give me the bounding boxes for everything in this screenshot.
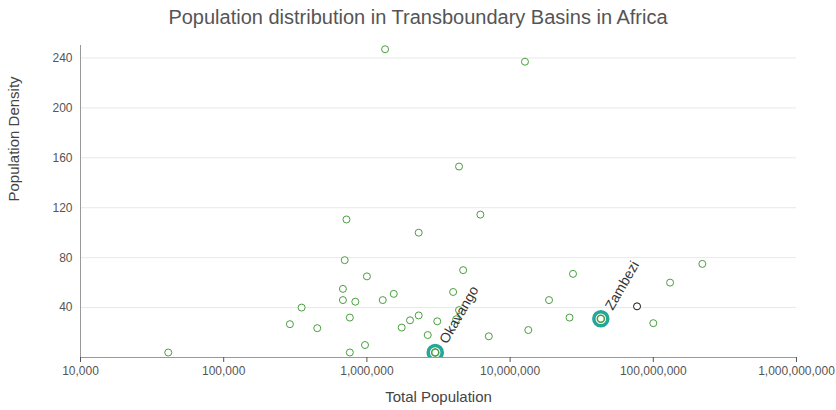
svg-text:Zambezi: Zambezi xyxy=(601,258,642,312)
svg-text:120: 120 xyxy=(52,201,72,215)
svg-text:Total Population: Total Population xyxy=(385,388,492,405)
svg-text:100,000: 100,000 xyxy=(202,364,246,378)
svg-text:10,000,000: 10,000,000 xyxy=(480,364,540,378)
svg-text:Population Density: Population Density xyxy=(5,76,22,202)
svg-text:240: 240 xyxy=(52,51,72,65)
svg-text:80: 80 xyxy=(59,251,73,265)
svg-text:160: 160 xyxy=(52,151,72,165)
svg-text:200: 200 xyxy=(52,101,72,115)
svg-text:10,000: 10,000 xyxy=(62,364,99,378)
html-text:Population distribution in Tra: Population distribution in Transboundary… xyxy=(168,6,668,28)
svg-text:40: 40 xyxy=(59,300,73,314)
svg-text:Okavango: Okavango xyxy=(436,283,482,346)
svg-text:100,000,000: 100,000,000 xyxy=(620,364,687,378)
svg-text:1,000,000,000: 1,000,000,000 xyxy=(758,364,835,378)
svg-text:1,000,000: 1,000,000 xyxy=(340,364,394,378)
